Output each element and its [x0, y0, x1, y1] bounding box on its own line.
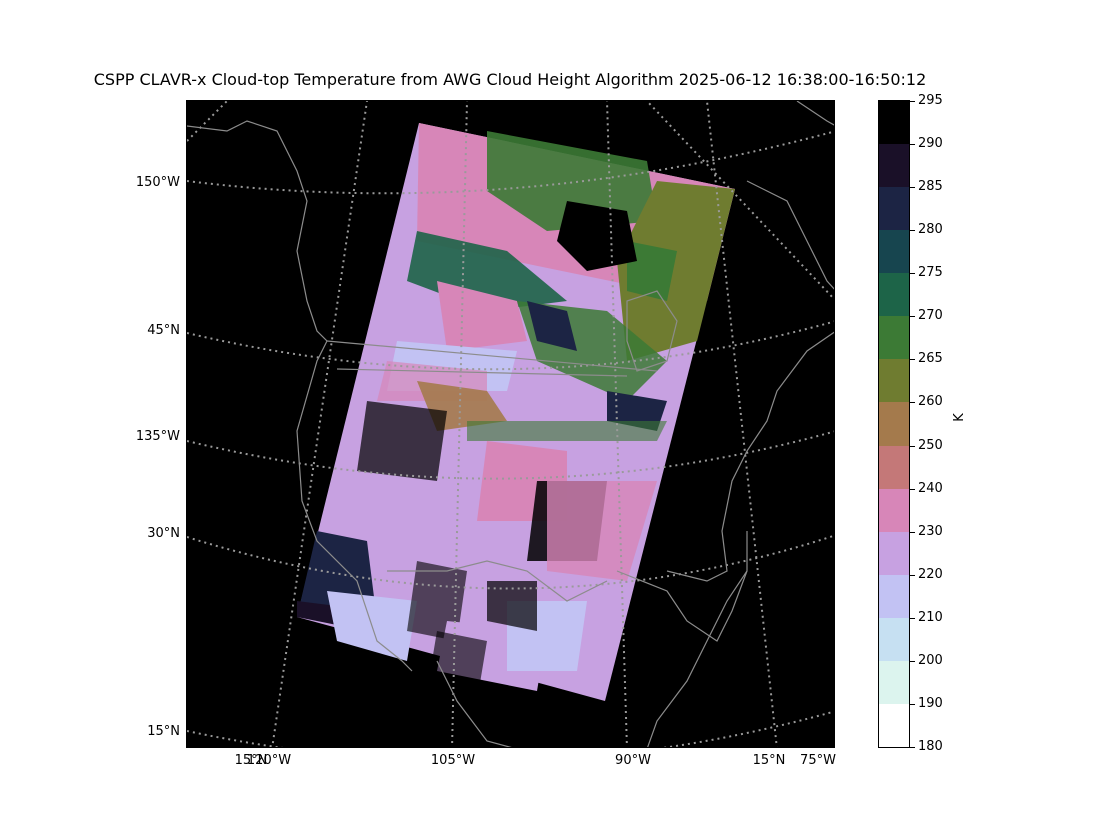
lon-label: 75°W	[800, 753, 836, 768]
colorbar-tick	[910, 488, 915, 490]
satellite-swath	[297, 123, 735, 701]
colorbar-segment	[879, 101, 909, 145]
colorbar-tick	[910, 531, 915, 533]
lat-label: 45°N	[147, 323, 180, 338]
colorbar-segment	[879, 531, 909, 576]
colorbar-tick-label: 210	[918, 609, 943, 625]
colorbar-tick-label: 290	[918, 136, 943, 152]
colorbar-tick	[910, 703, 915, 705]
colorbar-tick-label: 220	[918, 566, 943, 582]
colorbar-tick-label: 265	[918, 351, 943, 367]
colorbar-tick	[910, 316, 915, 318]
lon-label: 120°W	[246, 753, 292, 768]
colorbar-tick	[910, 230, 915, 232]
lat-label: 15°N	[147, 724, 180, 739]
colorbar-tick	[910, 660, 915, 662]
colorbar-segment	[879, 488, 909, 533]
colorbar-segment	[879, 273, 909, 317]
lon-label: 90°W	[615, 753, 651, 768]
colorbar-tick	[910, 402, 915, 404]
colorbar-tick	[910, 101, 915, 102]
colorbar-unit-label: K	[951, 413, 967, 422]
colorbar-segment	[879, 316, 909, 360]
colorbar-tick-label: 285	[918, 179, 943, 195]
colorbar-segment	[879, 617, 909, 662]
colorbar-tick-label: 190	[918, 695, 943, 711]
lon-label: 105°W	[430, 753, 476, 768]
colorbar-tick	[910, 187, 915, 189]
colorbar-tick	[910, 273, 915, 275]
colorbar-tick	[910, 574, 915, 576]
graticule-lines	[187, 101, 834, 747]
colorbar-tick-label: 295	[918, 93, 943, 108]
lat-label: 150°W	[135, 175, 180, 190]
colorbar-tick-label: 275	[918, 265, 943, 281]
colorbar-tick-label: 230	[918, 523, 943, 539]
colorbar-segment	[879, 660, 909, 705]
colorbar-segment	[879, 402, 909, 447]
colorbar-tick	[910, 359, 915, 361]
lat-label: 135°W	[135, 429, 180, 444]
colorbar-segment	[879, 144, 909, 188]
colorbar-segment	[879, 703, 909, 748]
colorbar-tick-label: 180	[918, 739, 943, 754]
lat-label: 30°N	[147, 526, 180, 541]
colorbar-tick	[910, 445, 915, 447]
colorbar-segment	[879, 574, 909, 619]
colorbar-tick	[910, 747, 915, 748]
map-svg	[187, 101, 834, 747]
colorbar-tick	[910, 144, 915, 146]
chart-title: CSPP CLAVR-x Cloud-top Temperature from …	[93, 70, 927, 89]
colorbar-segment	[879, 359, 909, 403]
lon-label: 15°N	[234, 753, 268, 768]
colorbar-tick-label: 240	[918, 480, 943, 496]
colorbar-tick-label: 270	[918, 308, 943, 324]
map-panel[interactable]	[186, 100, 835, 748]
colorbar-tick-label: 250	[918, 437, 943, 453]
colorbar-segment	[879, 187, 909, 231]
colorbar-tick-label: 260	[918, 394, 943, 410]
colorbar-tick-label: 200	[918, 652, 943, 668]
colorbar	[878, 100, 910, 748]
coastlines	[187, 101, 834, 747]
colorbar-segment	[879, 445, 909, 490]
lon-label: 15°N	[752, 753, 786, 768]
colorbar-tick-label: 280	[918, 222, 943, 238]
colorbar-tick	[910, 617, 915, 619]
colorbar-segment	[879, 230, 909, 274]
